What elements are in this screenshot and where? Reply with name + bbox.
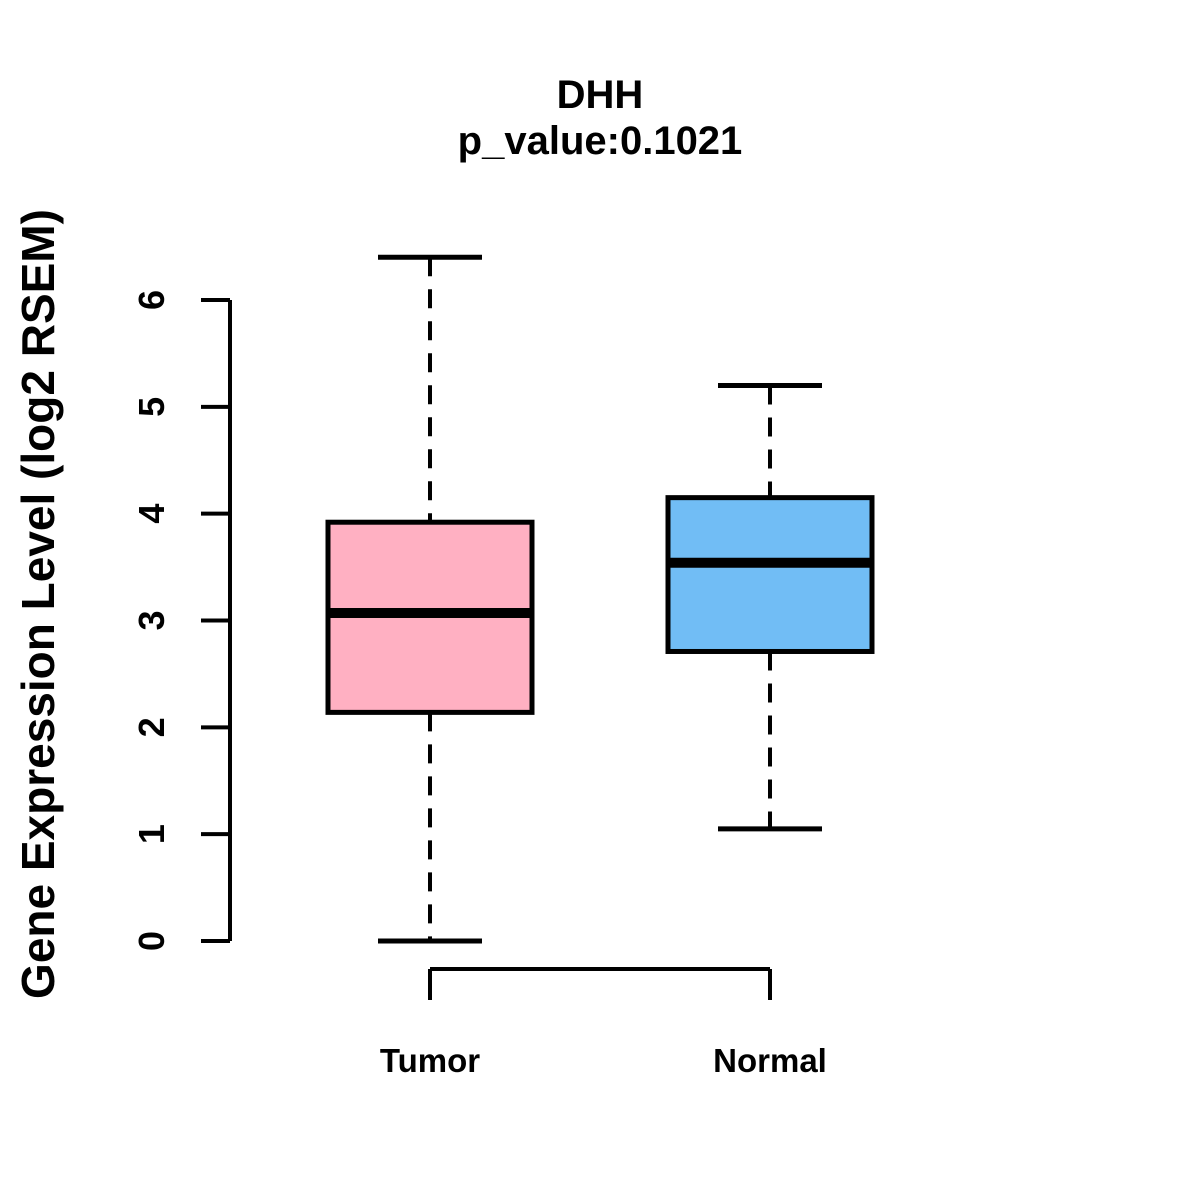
y-axis-tick-label: 5 <box>131 397 172 417</box>
y-axis-tick-label: 0 <box>131 931 172 951</box>
box-normal <box>665 495 875 654</box>
y-axis-tick-label: 3 <box>131 610 172 630</box>
y-axis-label: Gene Expression Level (log2 RSEM) <box>12 209 64 999</box>
y-axis-tick-label: 6 <box>131 290 172 310</box>
chart-title: DHH <box>556 73 644 117</box>
chart-subtitle-pvalue: p_value:0.1021 <box>457 119 743 163</box>
y-axis-tick-label: 2 <box>131 717 172 737</box>
category-label-tumor: Tumor <box>380 1042 480 1079</box>
y-axis-tick-label: 1 <box>131 824 172 844</box>
title-block: DHH p_value:0.1021 <box>0 72 1200 164</box>
y-axis-tick-label: 4 <box>131 504 172 524</box>
category-label-normal: Normal <box>713 1042 827 1079</box>
